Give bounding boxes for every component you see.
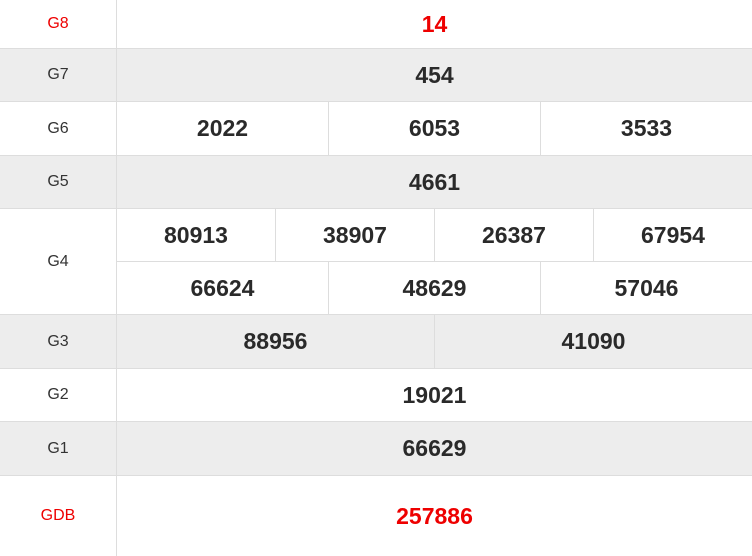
prize-label: G4: [0, 209, 117, 314]
prize-label: G6: [0, 102, 117, 155]
prize-row-g1: G1 66629: [0, 422, 752, 476]
prize-number: 19021: [402, 381, 467, 408]
prize-number: 80913: [164, 221, 228, 248]
prize-label: G7: [0, 49, 117, 101]
prize-row-g3: G3 88956 41090: [0, 315, 752, 369]
prize-row-special: GDB 257886: [0, 476, 752, 556]
prize-label: G5: [0, 156, 117, 208]
prize-label: G3: [0, 315, 117, 368]
prize-label: G1: [0, 422, 117, 475]
prize-number: 14: [421, 10, 448, 37]
prize-number: 66624: [190, 274, 255, 301]
prize-number: 66629: [402, 435, 467, 461]
prize-row-g6: G6 2022 6053 3533: [0, 102, 752, 156]
prize-label: G2: [0, 369, 117, 421]
prize-label: G8: [0, 0, 117, 48]
prize-number: 88956: [243, 328, 308, 354]
prize-number: 57046: [540, 262, 752, 314]
special-prize-number: 257886: [396, 502, 473, 529]
prize-number: 2022: [196, 115, 249, 141]
prize-number: 38907: [275, 209, 434, 261]
prize-row-g7: G7 454: [0, 49, 752, 102]
prize-number: 3533: [540, 102, 752, 155]
prize-number: 6053: [328, 102, 540, 155]
prize-number: 4661: [408, 168, 461, 195]
prize-row-g4: G4 80913 38907 26387 67954 66624 48629 5…: [0, 209, 752, 315]
prize-row-g2: G2 19021: [0, 369, 752, 422]
prize-label: GDB: [0, 476, 117, 556]
prize-number: 67954: [593, 209, 752, 261]
prize-number: 454: [415, 61, 454, 88]
prize-row-g8: G8 14: [0, 0, 752, 49]
prize-number: 26387: [434, 209, 593, 261]
prize-number: 41090: [434, 315, 752, 368]
prize-row-g5: G5 4661: [0, 156, 752, 209]
prize-number: 48629: [328, 262, 540, 314]
